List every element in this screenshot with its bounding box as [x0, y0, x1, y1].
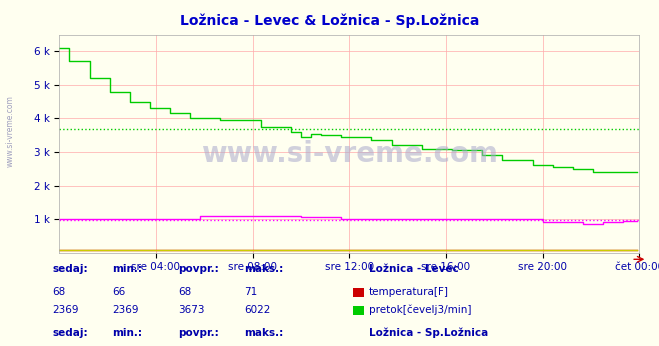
Text: www.si-vreme.com: www.si-vreme.com: [201, 140, 498, 169]
Text: povpr.:: povpr.:: [178, 328, 219, 338]
Text: temperatura[F]: temperatura[F]: [369, 287, 449, 297]
Text: 2369: 2369: [112, 305, 138, 315]
Text: min.:: min.:: [112, 264, 142, 274]
Text: 68: 68: [53, 287, 66, 297]
Text: 6022: 6022: [244, 305, 270, 315]
Text: 3673: 3673: [178, 305, 204, 315]
Text: 66: 66: [112, 287, 125, 297]
Text: www.si-vreme.com: www.si-vreme.com: [5, 95, 14, 167]
Text: Ložnica - Sp.Ložnica: Ložnica - Sp.Ložnica: [369, 327, 488, 338]
Text: 68: 68: [178, 287, 191, 297]
Text: 2369: 2369: [53, 305, 79, 315]
Text: sedaj:: sedaj:: [53, 264, 88, 274]
Text: Ložnica - Levec: Ložnica - Levec: [369, 264, 459, 274]
Text: pretok[čevelj3/min]: pretok[čevelj3/min]: [369, 304, 472, 315]
Text: min.:: min.:: [112, 328, 142, 338]
Text: Ložnica - Levec & Ložnica - Sp.Ložnica: Ložnica - Levec & Ložnica - Sp.Ložnica: [180, 14, 479, 28]
Text: sedaj:: sedaj:: [53, 328, 88, 338]
Text: 71: 71: [244, 287, 257, 297]
Text: maks.:: maks.:: [244, 328, 283, 338]
Text: povpr.:: povpr.:: [178, 264, 219, 274]
Text: maks.:: maks.:: [244, 264, 283, 274]
